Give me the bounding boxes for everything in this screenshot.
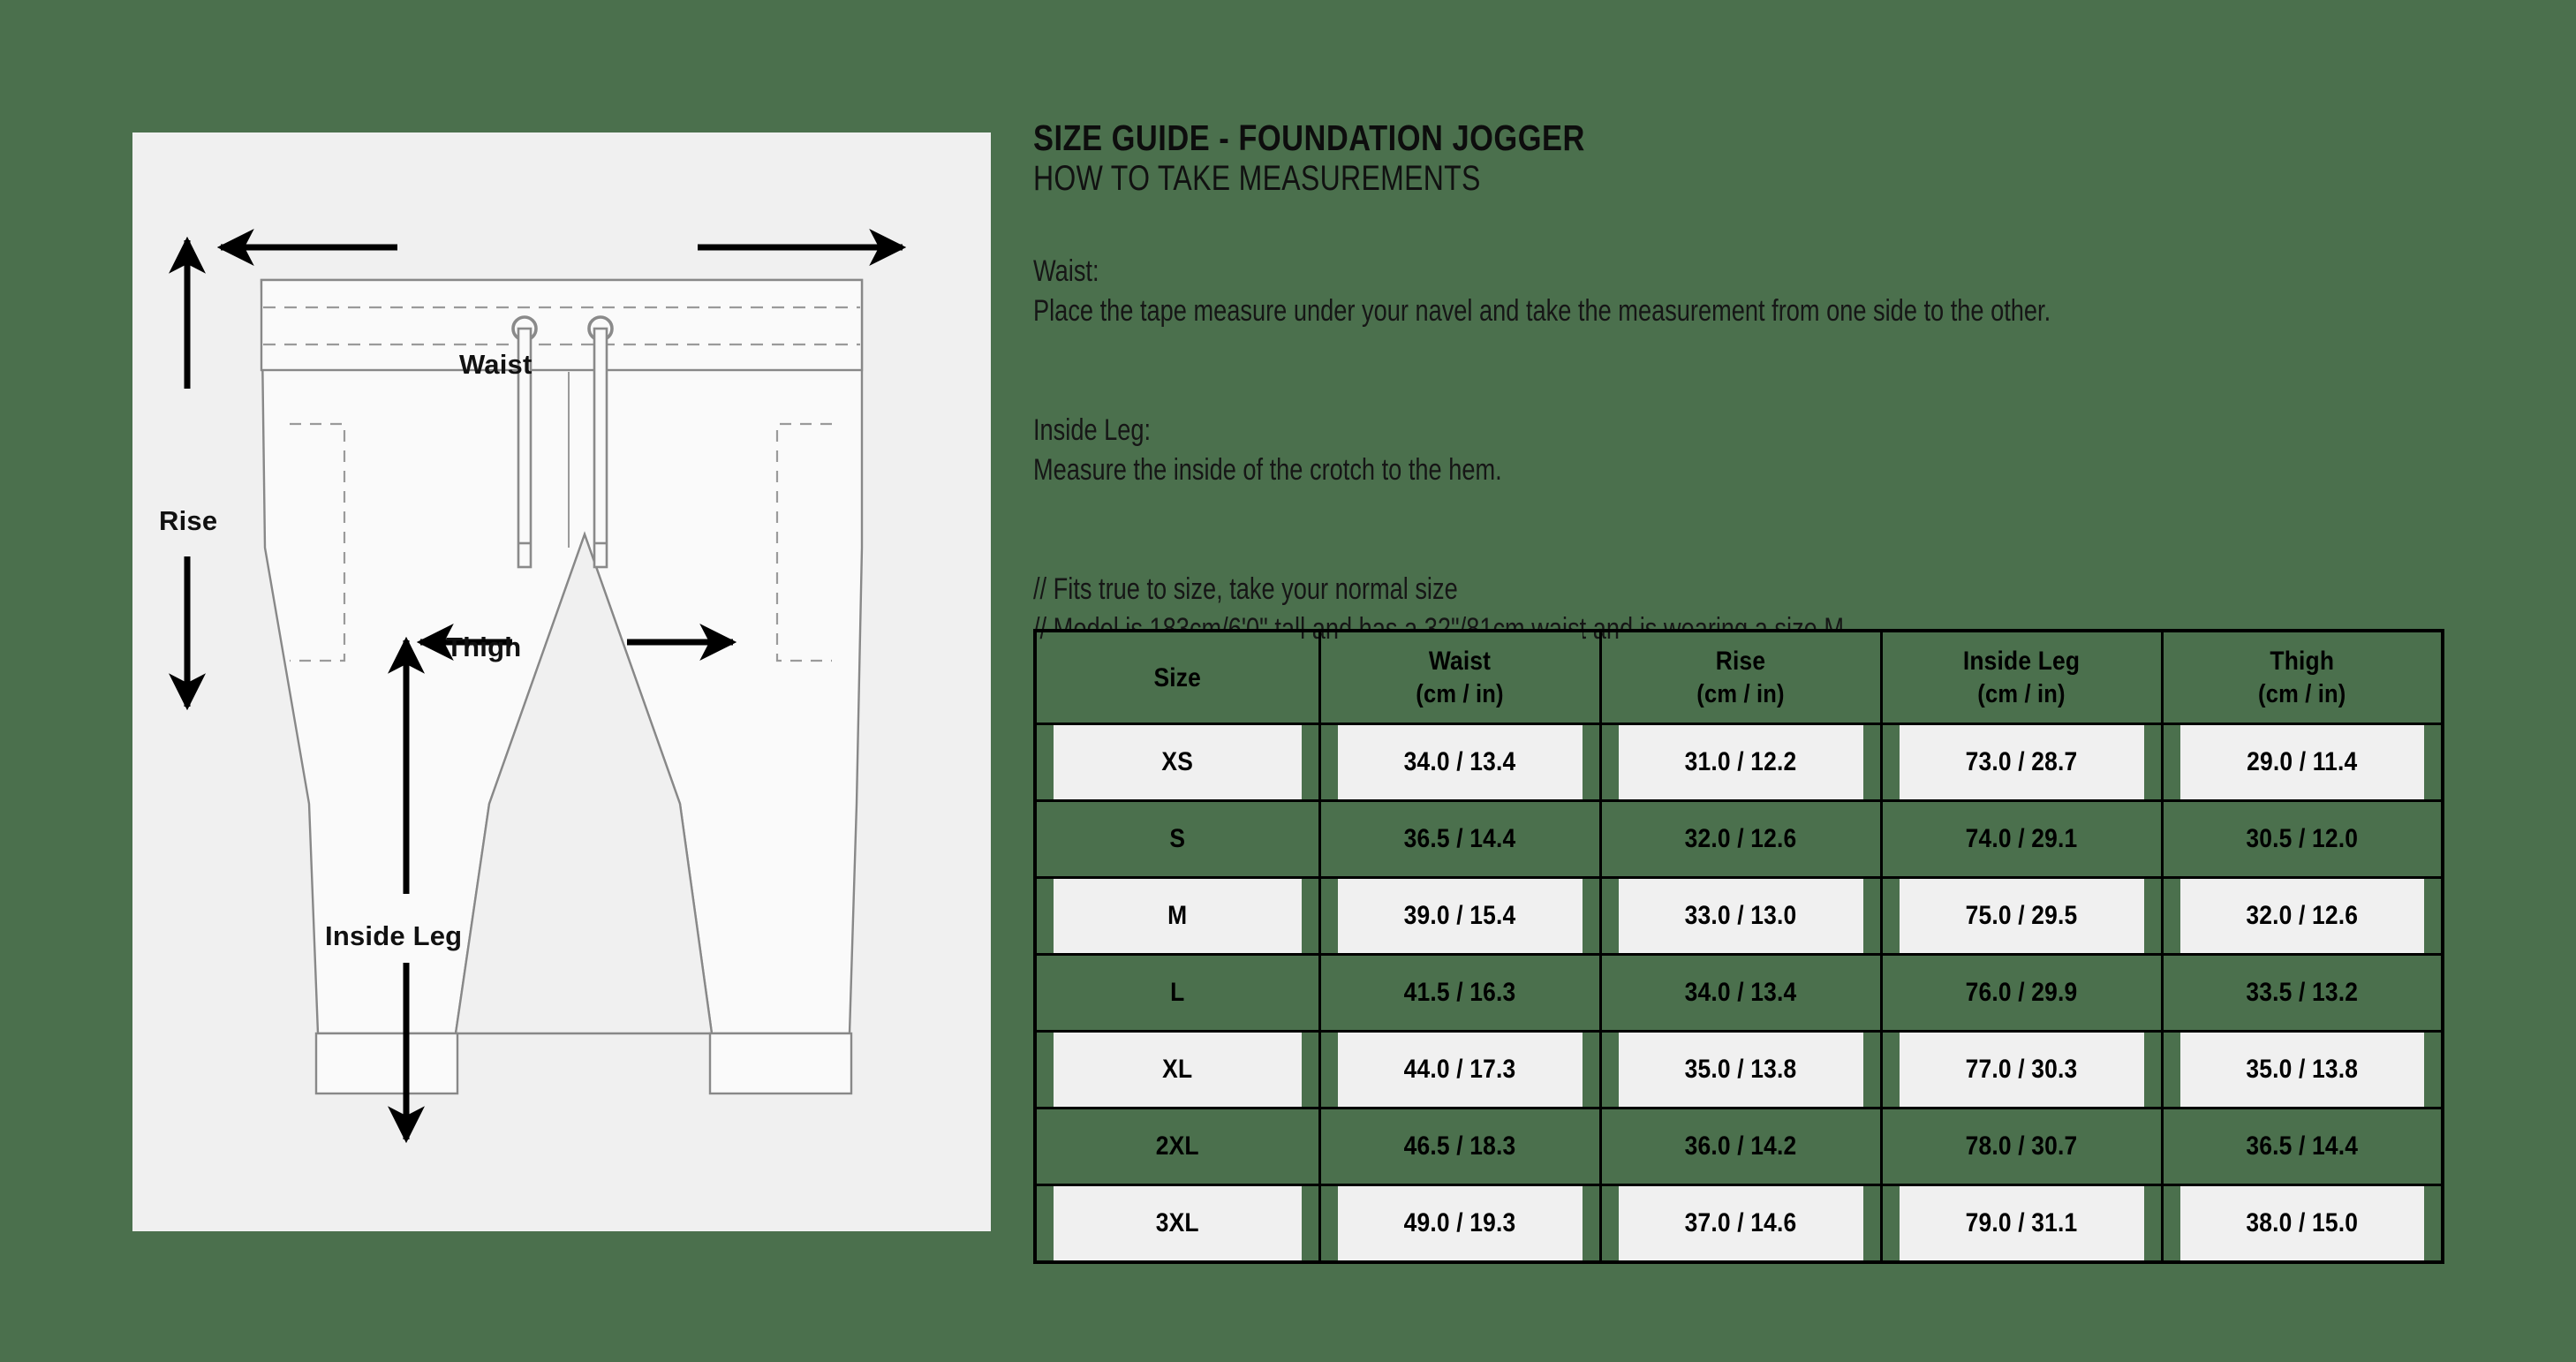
table-row: S 36.5 / 14.4 32.0 / 12.6 74.0 / 29.1 30… (1035, 799, 2443, 879)
cell-inside-leg: 77.0 / 30.3 (1896, 1030, 2147, 1109)
cell-thigh: 32.0 / 12.6 (2177, 876, 2428, 956)
page-subtitle: HOW TO TAKE MEASUREMENTS (1033, 159, 1481, 199)
column-header-size: Size (1051, 629, 1303, 725)
cell-size: XS (1051, 723, 1303, 802)
table-row: L 41.5 / 16.3 34.0 / 13.4 76.0 / 29.9 33… (1035, 953, 2443, 1033)
cell-waist: 39.0 / 15.4 (1334, 876, 1585, 956)
cell-waist: 36.5 / 14.4 (1334, 799, 1585, 879)
cell-inside-leg: 73.0 / 28.7 (1896, 723, 2147, 802)
heading-block: SIZE GUIDE - FOUNDATION JOGGER HOW TO TA… (1033, 118, 2446, 199)
table-row: 2XL 46.5 / 18.3 36.0 / 14.2 78.0 / 30.7 … (1035, 1107, 2443, 1186)
cell-rise: 33.0 / 13.0 (1615, 876, 1866, 956)
cell-inside-leg: 75.0 / 29.5 (1896, 876, 2147, 956)
column-header-unit: (cm / in) (2258, 679, 2346, 708)
cell-rise: 37.0 / 14.6 (1615, 1184, 1866, 1264)
spacer (1033, 331, 2446, 371)
cell-waist: 34.0 / 13.4 (1334, 723, 1585, 802)
column-header-waist: Waist (cm / in) (1334, 629, 1585, 725)
column-header-label: Size (1153, 662, 1201, 692)
spacer (1033, 530, 2446, 570)
cell-rise: 32.0 / 12.6 (1615, 799, 1866, 879)
cell-waist: 49.0 / 19.3 (1334, 1184, 1585, 1264)
instruction-text-inside-leg: Measure the inside of the crotch to the … (1033, 453, 1502, 487)
content-column: SIZE GUIDE - FOUNDATION JOGGER HOW TO TA… (1033, 0, 2446, 1362)
jogger-technical-drawing (169, 229, 907, 1144)
cell-size: M (1051, 876, 1303, 956)
dimension-label-rise: Rise (159, 505, 218, 536)
illustration-panel: Waist Rise Thigh Inside Leg (132, 132, 991, 1231)
cell-rise: 36.0 / 14.2 (1615, 1107, 1866, 1186)
column-header-label: Rise (1715, 646, 1766, 676)
column-header-inside-leg: Inside Leg (cm / in) (1896, 629, 2147, 725)
spacer (1033, 371, 2446, 411)
cell-inside-leg: 79.0 / 31.1 (1896, 1184, 2147, 1264)
cell-waist: 46.5 / 18.3 (1334, 1107, 1585, 1186)
page-title: SIZE GUIDE - FOUNDATION JOGGER (1033, 117, 1585, 158)
table-header-row: Size Waist (cm / in) Rise (cm / in) Insi… (1035, 629, 2443, 725)
cell-size: 3XL (1051, 1184, 1303, 1264)
table-row: XS 34.0 / 13.4 31.0 / 12.2 73.0 / 28.7 2… (1035, 723, 2443, 802)
cuff-left (314, 1032, 459, 1095)
waistband (260, 278, 864, 372)
cell-thigh: 35.0 / 13.8 (2177, 1030, 2428, 1109)
column-header-unit: (cm / in) (1696, 679, 1785, 708)
spacer (1033, 490, 2446, 530)
cell-rise: 35.0 / 13.8 (1615, 1030, 1866, 1109)
column-header-unit: (cm / in) (1416, 679, 1504, 708)
column-header-rise: Rise (cm / in) (1615, 629, 1866, 725)
cell-rise: 31.0 / 12.2 (1615, 723, 1866, 802)
cell-size: 2XL (1051, 1107, 1303, 1186)
cell-inside-leg: 74.0 / 29.1 (1896, 799, 2147, 879)
instruction-heading-waist: Waist: (1033, 254, 1099, 288)
instruction-text-waist: Place the tape measure under your navel … (1033, 294, 2051, 328)
cell-thigh: 30.5 / 12.0 (2177, 799, 2428, 879)
cell-size: S (1051, 799, 1303, 879)
pocket-left (290, 422, 346, 662)
column-header-label: Inside Leg (1962, 646, 2081, 676)
dimension-label-thigh: Thigh (446, 632, 522, 662)
drawstring-right (593, 327, 608, 569)
cuff-right (708, 1032, 853, 1095)
dimension-label-waist: Waist (459, 349, 533, 380)
size-chart-table: Size Waist (cm / in) Rise (cm / in) Insi… (1033, 629, 2444, 1264)
instruction-heading-inside-leg: Inside Leg: (1033, 413, 1152, 447)
table-row: M 39.0 / 15.4 33.0 / 13.0 75.0 / 29.5 32… (1035, 876, 2443, 956)
cell-thigh: 29.0 / 11.4 (2177, 723, 2428, 802)
column-header-thigh: Thigh (cm / in) (2177, 629, 2428, 725)
instructions-block: Waist: Place the tape measure under your… (1033, 252, 2446, 649)
cell-rise: 34.0 / 13.4 (1615, 953, 1866, 1033)
cell-size: XL (1051, 1030, 1303, 1109)
dimension-label-inside-leg: Inside Leg (325, 920, 463, 951)
cell-waist: 44.0 / 17.3 (1334, 1030, 1585, 1109)
pocket-right (775, 422, 832, 662)
cell-inside-leg: 78.0 / 30.7 (1896, 1107, 2147, 1186)
column-header-unit: (cm / in) (1977, 679, 2066, 708)
table-row: XL 44.0 / 17.3 35.0 / 13.8 77.0 / 30.3 3… (1035, 1030, 2443, 1109)
note-fit: // Fits true to size, take your normal s… (1033, 572, 1458, 606)
cell-thigh: 33.5 / 13.2 (2177, 953, 2428, 1033)
cell-thigh: 38.0 / 15.0 (2177, 1184, 2428, 1264)
inner-leg-gap (454, 531, 714, 1035)
cell-size: L (1051, 953, 1303, 1033)
cell-thigh: 36.5 / 14.4 (2177, 1107, 2428, 1186)
column-header-label: Thigh (2270, 646, 2335, 676)
column-header-label: Waist (1428, 646, 1492, 676)
cell-inside-leg: 76.0 / 29.9 (1896, 953, 2147, 1033)
drawstring-left (517, 327, 533, 569)
cell-waist: 41.5 / 16.3 (1334, 953, 1585, 1033)
size-table-container: Size Waist (cm / in) Rise (cm / in) Insi… (1033, 629, 2444, 1264)
table-row: 3XL 49.0 / 19.3 37.0 / 14.6 79.0 / 31.1 … (1035, 1184, 2443, 1264)
